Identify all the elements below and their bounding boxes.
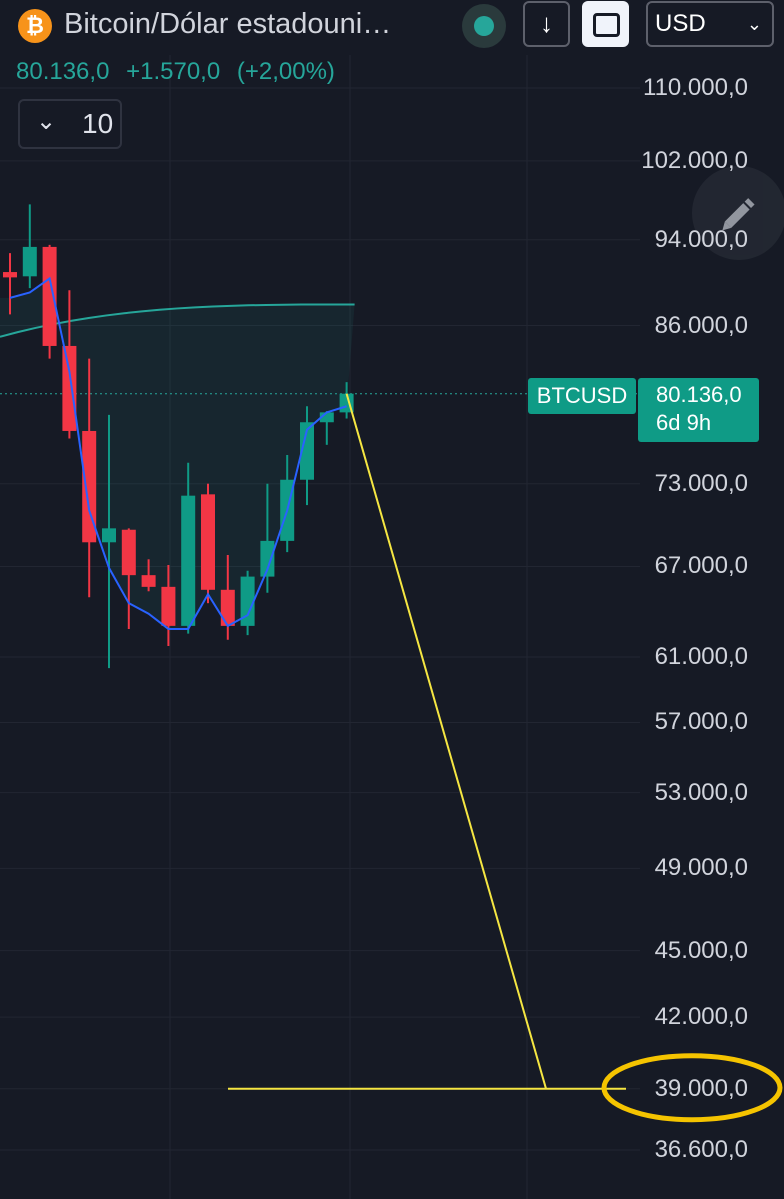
symbol-badge: BTCUSD <box>528 378 636 414</box>
chevron-down-icon: ⌄ <box>746 14 762 34</box>
candle-body <box>62 345 77 431</box>
chart-header: ₿ Bitcoin/Dólar estadouni… ↓ USD ⌄ <box>0 0 784 100</box>
candle-body <box>22 246 37 277</box>
price-axis-label: 39.000,0 <box>654 1074 748 1102</box>
price-axis-label: 53.000,0 <box>654 778 748 806</box>
price-axis-label: 73.000,0 <box>654 469 748 497</box>
currency-value: USD <box>655 10 706 37</box>
last-price: 80.136,0 <box>16 58 110 85</box>
symbol-title[interactable]: Bitcoin/Dólar estadouni… <box>64 8 392 40</box>
price-summary: 80.136,0 +1.570,0 (+2,00%) <box>16 58 345 86</box>
price-axis-label: 45.000,0 <box>654 936 748 964</box>
projection-line <box>345 393 547 1089</box>
candle-body <box>161 586 176 626</box>
candle-body <box>102 528 116 543</box>
pencil-icon <box>722 198 755 231</box>
price-axis-label: 102.000,0 <box>641 146 748 174</box>
drawing-pencil-button[interactable] <box>692 166 784 260</box>
price-axis-label: 36.600,0 <box>654 1136 748 1163</box>
indicator-collapse-button[interactable]: ⌄ 10 <box>18 99 122 149</box>
price-change-percent: (+2,00%) <box>236 58 335 85</box>
candle-body <box>300 422 314 480</box>
live-status-icon[interactable] <box>462 4 506 48</box>
moving-average-line <box>9 276 347 630</box>
price-axis-label: 42.000,0 <box>654 1003 748 1031</box>
candle-body <box>240 576 255 626</box>
arrow-down-icon[interactable]: ↓ <box>523 1 570 47</box>
badge-price: 80.136,0 <box>656 382 742 407</box>
chevron-down-icon: ⌄ <box>36 108 57 135</box>
candle-body <box>141 575 156 587</box>
price-axis-label: 67.000,0 <box>654 552 748 580</box>
candle-body <box>181 495 196 626</box>
price-axis-label: 57.000,0 <box>654 708 748 736</box>
target-highlight-circle <box>601 1053 783 1123</box>
price-axis-label: 94.000,0 <box>654 225 748 253</box>
bitcoin-logo-icon: ₿ <box>18 9 52 43</box>
currency-select[interactable]: USD ⌄ <box>646 1 774 47</box>
candle-body <box>82 430 97 543</box>
price-change: +1.570,0 <box>126 58 221 85</box>
price-axis-label: 49.000,0 <box>654 854 748 882</box>
candle-body <box>42 246 57 346</box>
price-axis-label: 86.000,0 <box>654 311 748 339</box>
candle-body <box>3 272 17 278</box>
current-price-badge: 80.136,0 6d 9h <box>638 378 759 442</box>
candle-body <box>260 540 275 577</box>
bar-countdown: 6d 9h <box>656 410 712 435</box>
indicator-count: 10 <box>82 108 114 139</box>
price-axis-label: 61.000,0 <box>654 643 748 670</box>
candle-body <box>319 412 334 423</box>
price-axis-label: 110.000,0 <box>643 74 748 101</box>
candle-body <box>121 529 136 576</box>
candle-body <box>220 589 235 626</box>
candle-body <box>201 494 215 590</box>
fullscreen-icon[interactable] <box>582 1 629 47</box>
